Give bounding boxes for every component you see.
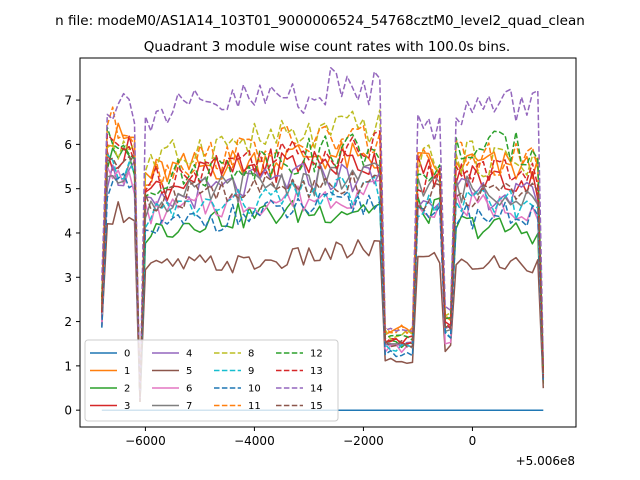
legend-label-8: 8 (248, 349, 254, 360)
legend-label-3: 3 (124, 401, 130, 412)
legend-box (84, 339, 339, 422)
legend-label-11: 11 (248, 401, 261, 412)
legend-label-14: 14 (310, 384, 323, 395)
series-line-8 (101, 109, 545, 403)
series-line-11 (101, 106, 545, 403)
series-line-9 (101, 153, 545, 403)
y-axis: 0 1 2 3 4 5 6 7 (64, 94, 80, 418)
legend-label-4: 4 (186, 349, 192, 360)
legend-label-9: 9 (248, 366, 254, 377)
figure-suptitle: n file: modeM0/AS1A14_103T01_9000006524_… (55, 13, 585, 29)
plot-frame (79, 57, 577, 428)
y-tick-label: 7 (64, 94, 72, 108)
series-line-6 (101, 166, 545, 403)
x-tick-label: −6000 (125, 434, 166, 448)
series-line-7 (101, 153, 545, 403)
legend-label-5: 5 (186, 366, 192, 377)
x-tick-label: −4000 (234, 434, 275, 448)
legend-label-6: 6 (186, 384, 192, 395)
y-tick-label: 5 (64, 182, 72, 196)
legend-label-1: 1 (124, 366, 130, 377)
y-tick-label: 1 (64, 359, 72, 373)
y-tick-label: 0 (64, 404, 72, 418)
y-tick-label: 6 (64, 138, 72, 152)
series-layer (101, 66, 545, 411)
legend-label-15: 15 (310, 401, 323, 412)
legend-label-0: 0 (124, 349, 130, 360)
x-tick-label: 0 (469, 434, 477, 448)
y-tick-label: 3 (64, 271, 72, 285)
y-tick-label: 4 (64, 226, 72, 240)
legend-label-13: 13 (310, 366, 323, 377)
x-tick-label: −2000 (343, 434, 384, 448)
legend-label-7: 7 (186, 401, 192, 412)
series-line-10 (101, 172, 545, 403)
legend-label-10: 10 (248, 384, 261, 395)
series-line-5 (101, 201, 545, 403)
chart-title: Quadrant 3 module wise count rates with … (144, 39, 510, 55)
x-offset-text: +5.006e8 (516, 454, 575, 468)
series-line-12 (101, 126, 545, 403)
series-line-15 (101, 155, 545, 403)
series-line-13 (101, 130, 545, 403)
legend-label-12: 12 (310, 349, 323, 360)
legend-label-2: 2 (124, 384, 130, 395)
x-axis: −6000 −4000 −2000 0 (125, 427, 476, 448)
y-tick-label: 2 (64, 315, 72, 329)
